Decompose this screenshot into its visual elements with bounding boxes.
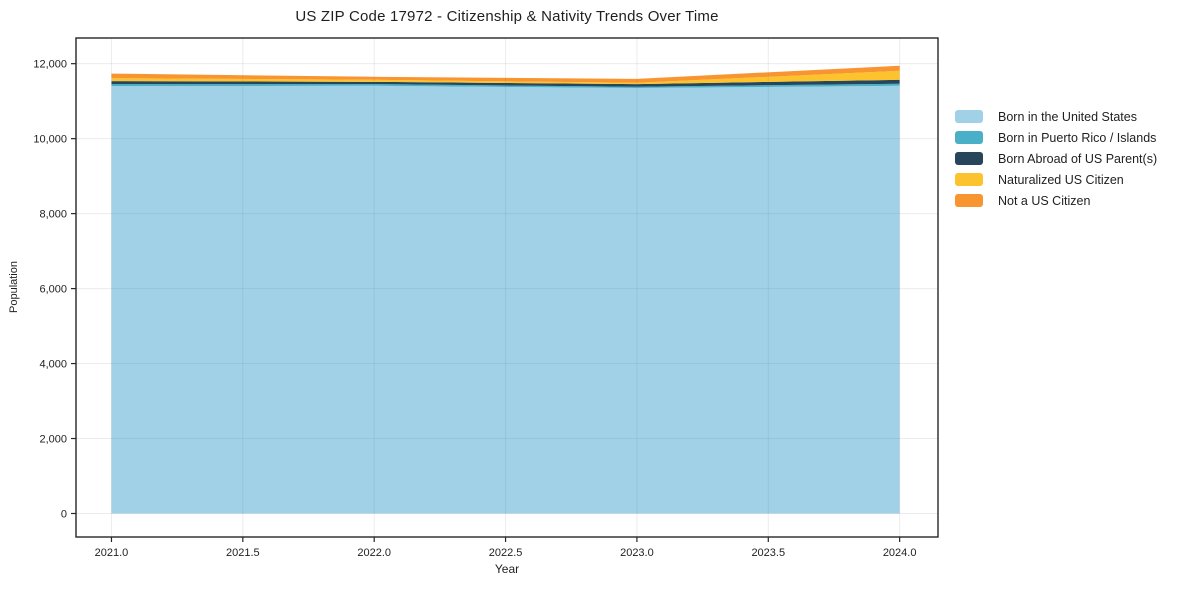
x-tick-label: 2021.0 [95, 547, 129, 559]
legend-item-born-abroad-of-us-parent-s: Born Abroad of US Parent(s) [955, 148, 1157, 169]
legend: Born in the United States Born in Puerto … [955, 106, 1157, 211]
legend-label: Born Abroad of US Parent(s) [998, 151, 1158, 166]
legend-swatch-icon [955, 152, 983, 165]
y-tick-label: 10,000 [33, 133, 67, 145]
legend-item-born-in-puerto-rico-islands: Born in Puerto Rico / Islands [955, 127, 1157, 148]
y-tick-label: 0 [61, 508, 67, 520]
chart-title: US ZIP Code 17972 - Citizenship & Nativi… [295, 8, 719, 25]
x-tick-label: 2023.5 [751, 547, 785, 559]
legend-label: Naturalized US Citizen [998, 172, 1124, 187]
legend-label: Born in the United States [998, 109, 1137, 124]
legend-item-not-a-us-citizen: Not a US Citizen [955, 190, 1157, 211]
legend-swatch-icon [955, 194, 983, 207]
y-axis-label: Population [8, 261, 20, 313]
x-tick-label: 2022.0 [357, 547, 391, 559]
y-tick-label: 2,000 [39, 433, 67, 445]
y-tick-label: 12,000 [33, 58, 67, 70]
legend-label: Born in Puerto Rico / Islands [998, 130, 1157, 145]
area-born-abroad-of-us-parent-s [111, 79, 900, 87]
x-tick-label: 2024.0 [883, 547, 917, 559]
legend-swatch-icon [955, 131, 983, 144]
legend-label: Not a US Citizen [998, 193, 1091, 208]
legend-item-born-in-the-united-states: Born in the United States [955, 106, 1157, 127]
area-born-in-the-united-states [111, 85, 900, 514]
y-tick-label: 6,000 [39, 283, 67, 295]
plot-frame [75, 37, 939, 538]
x-axis-label: Year [494, 562, 520, 576]
area-naturalized-us-citizen [111, 70, 900, 85]
y-tick-label: 4,000 [39, 358, 67, 370]
area-not-a-us-citizen [111, 65, 900, 83]
legend-swatch-icon [955, 110, 983, 123]
x-tick-label: 2021.5 [226, 547, 260, 559]
legend-item-naturalized-us-citizen: Naturalized US Citizen [955, 169, 1157, 190]
x-tick-label: 2023.0 [620, 547, 654, 559]
area-born-in-puerto-rico-islands [111, 83, 900, 89]
x-tick-label: 2022.5 [489, 547, 523, 559]
legend-swatch-icon [955, 173, 983, 186]
y-tick-label: 8,000 [39, 208, 67, 220]
